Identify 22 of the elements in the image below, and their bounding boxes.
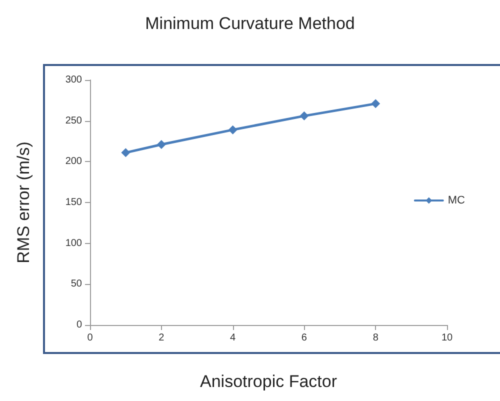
chart-title: Minimum Curvature Method bbox=[145, 14, 355, 33]
point bbox=[121, 148, 130, 158]
x-tick-label: 2 bbox=[158, 332, 165, 344]
point bbox=[300, 111, 309, 120]
x-tick-label: 6 bbox=[301, 332, 308, 344]
y-axis-title: RMS error (m/s) bbox=[14, 142, 33, 264]
y-tick-label: 300 bbox=[65, 74, 82, 86]
x-tick-label: 4 bbox=[230, 332, 236, 344]
y-tick-label: 0 bbox=[76, 320, 82, 330]
y-tick-label: 100 bbox=[65, 238, 82, 249]
x-tick-label: 0 bbox=[87, 332, 94, 344]
y-tick-label: 50 bbox=[70, 278, 82, 290]
y-tick-label: 150 bbox=[65, 197, 82, 208]
x-tick-label: 8 bbox=[372, 332, 379, 344]
point bbox=[228, 125, 238, 134]
x-tick-label: 10 bbox=[441, 332, 453, 344]
y-tick-label: 200 bbox=[65, 156, 82, 168]
point bbox=[371, 99, 380, 108]
point bbox=[156, 140, 166, 150]
legend-label: MC bbox=[448, 194, 466, 206]
y-tick-label: 250 bbox=[65, 115, 82, 126]
x-axis-title: Anisotropic Factor bbox=[200, 372, 338, 391]
